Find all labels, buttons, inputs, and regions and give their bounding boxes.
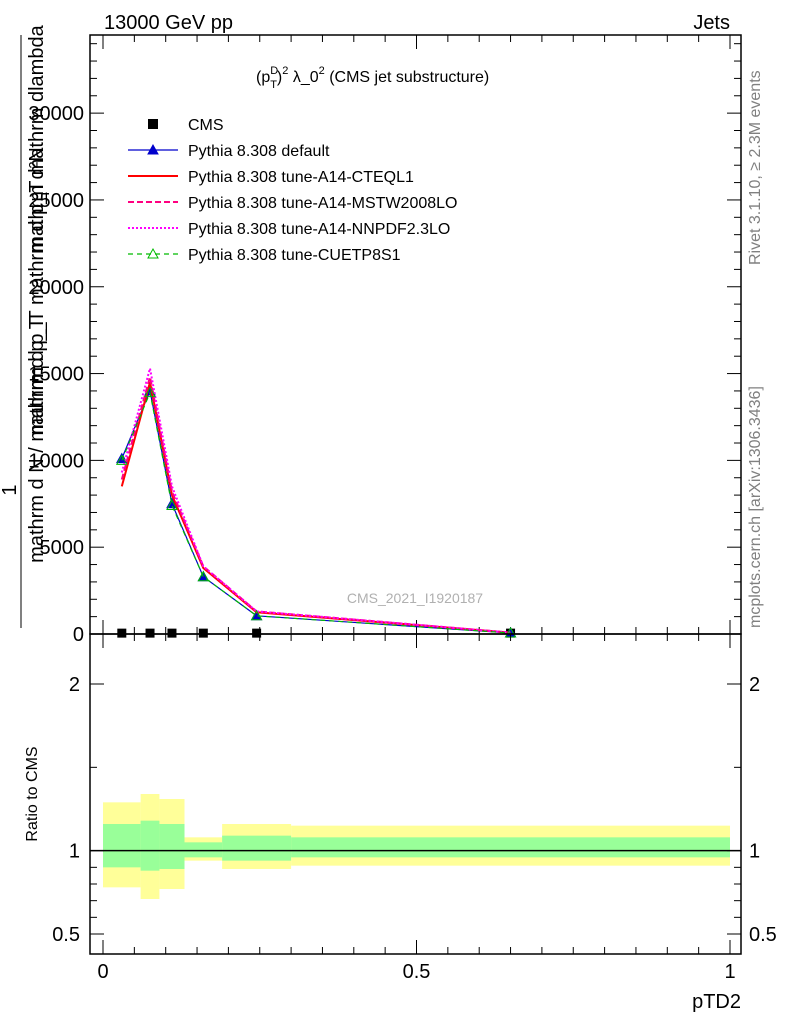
- ylabel-one: 1: [0, 484, 21, 495]
- series-marker: [166, 499, 178, 511]
- legend-marker-cms: [148, 119, 158, 129]
- ratio-frame: [89, 633, 742, 955]
- ratio-ylabel: Ratio to CMS: [24, 746, 41, 841]
- ratio-plot: 0.5 0.5 1 1 2 2 0 0.5 1 Ratio to CMS pTD2: [24, 633, 777, 1013]
- series-line: [120, 368, 511, 634]
- legend-label: Pythia 8.308 tune-A14-CTEQL1: [188, 169, 414, 186]
- legend-label: Pythia 8.308 tune-CUETP8S1: [188, 247, 401, 264]
- rivet-label: Rivet 3.1.10, ≥ 2.3M events: [747, 70, 764, 265]
- plot-title: (pD T)2 λ_02 (CMS jet substructure): [256, 65, 489, 91]
- process-label: Jets: [693, 12, 730, 34]
- ratio-ytick-label: 1: [69, 841, 80, 863]
- ratio-green-band: [103, 824, 141, 868]
- main-plot: (pD T)2 λ_02 (CMS jet substructure) CMS_2…: [0, 24, 742, 646]
- main-ytick-label: 0: [73, 624, 84, 646]
- main-ytick-label: 5000: [40, 537, 85, 559]
- series-marker: [144, 386, 156, 398]
- legend-label: CMS: [188, 117, 224, 134]
- ylabel-top: mathrm d²N: [26, 147, 48, 253]
- energy-label: 13000 GeV pp: [104, 12, 233, 34]
- ratio-axis-ticks: 0.5 0.5 1 1 2 2 0 0.5 1: [52, 634, 777, 983]
- x-tick-label: 1: [724, 961, 735, 983]
- series-marker: [250, 609, 263, 621]
- main-ytick-label: 25000: [28, 190, 84, 212]
- analysis-watermark: CMS_2021_I1920187: [347, 590, 483, 606]
- ratio-green-band: [159, 824, 185, 869]
- series-marker: [197, 570, 210, 582]
- ylabel-bottom: mathrm d N / mathrm d p_T: [26, 317, 48, 563]
- cms-data-point: [145, 628, 155, 638]
- cms-data-point: [117, 628, 127, 638]
- legend-label: Pythia 8.308 default: [188, 143, 330, 160]
- ratio-green-band: [222, 835, 292, 861]
- ylabel-mid: mathrm d p_T mathrm d p_T mathrm dlambda: [26, 24, 48, 434]
- legend-label: Pythia 8.308 tune-A14-MSTW2008LO: [188, 195, 457, 212]
- ratio-ytick-label-right: 2: [749, 674, 760, 696]
- ratio-ytick-label-right: 1: [749, 841, 760, 863]
- legend: CMS Pythia 8.308 default Pythia 8.308 tune…: [128, 117, 457, 264]
- ratio-bands: [103, 794, 730, 899]
- cms-data-point: [252, 628, 262, 638]
- ratio-green-band: [184, 842, 223, 858]
- legend-marker: [147, 247, 159, 259]
- main-ytick-label: 15000: [28, 364, 84, 386]
- series-marker: [115, 454, 128, 465]
- ratio-green-band: [291, 837, 730, 858]
- main-axis-ticks: 0 5000 10000 15000 20000 25000 30000: [28, 35, 741, 646]
- main-ytick-label: 10000: [28, 450, 84, 472]
- main-ytick-label: 20000: [28, 277, 84, 299]
- main-ytick-label: 30000: [28, 103, 84, 125]
- x-axis-label: pTD2: [692, 991, 741, 1013]
- mcplots-label: mcplots.cern.ch [arXiv:1306.3436]: [747, 386, 764, 628]
- ratio-green-band: [140, 820, 160, 871]
- x-tick-label: 0.5: [403, 961, 431, 983]
- ratio-ytick-label: 0.5: [52, 924, 80, 946]
- legend-label: Pythia 8.308 tune-A14-NNPDF2.3LO: [188, 221, 450, 238]
- ratio-ytick-label-right: 0.5: [749, 924, 777, 946]
- cms-data-point: [167, 628, 177, 638]
- main-series: [115, 368, 517, 638]
- cms-data-point: [198, 628, 208, 638]
- x-tick-label: 0: [97, 961, 108, 983]
- ratio-ytick-label: 2: [69, 674, 80, 696]
- legend-marker: [147, 143, 159, 155]
- series-line: [121, 390, 511, 634]
